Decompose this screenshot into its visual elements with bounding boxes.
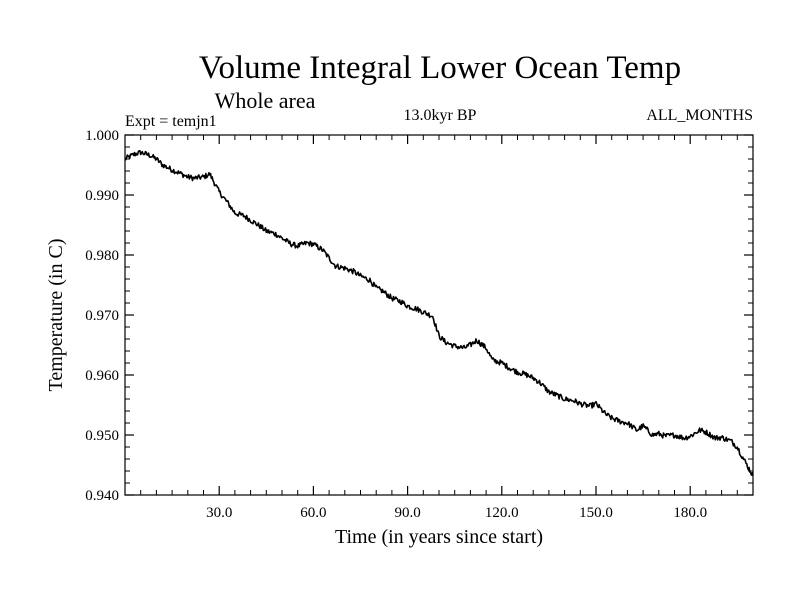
y-tick-label: 0.990	[85, 188, 119, 204]
temperature-series-line	[124, 149, 754, 477]
y-tick-label: 0.980	[85, 248, 119, 264]
y-tick-label: 0.960	[85, 368, 119, 384]
x-axis: 30.0 60.0 90.0 120.0 150.0 180.0	[140, 135, 738, 521]
x-tick-label: 30.0	[206, 505, 232, 521]
x-tick-label: 120.0	[485, 505, 519, 521]
x-tick-label: 150.0	[579, 505, 613, 521]
y-tick-label: 0.950	[85, 428, 119, 444]
period-label: 13.0kyr BP	[404, 107, 477, 124]
experiment-label: Expt = temjn1	[125, 113, 217, 130]
y-axis-label: Temperature (in C)	[45, 239, 67, 392]
x-tick-label: 180.0	[673, 505, 707, 521]
x-tick-label: 60.0	[300, 505, 326, 521]
x-axis-label: Time (in years since start)	[335, 526, 543, 548]
x-tick-label: 90.0	[394, 505, 420, 521]
y-tick-label: 0.970	[85, 308, 119, 324]
chart-subtitle: Whole area	[215, 88, 316, 113]
y-tick-label: 0.940	[85, 488, 119, 504]
y-tick-label: 1.000	[85, 128, 119, 144]
months-label: ALL_MONTHS	[646, 107, 753, 124]
chart-title: Volume Integral Lower Ocean Temp	[199, 50, 681, 86]
y-axis: 0.940 0.950 0.960 0.970 0.980 0.990 1.000	[85, 128, 753, 504]
